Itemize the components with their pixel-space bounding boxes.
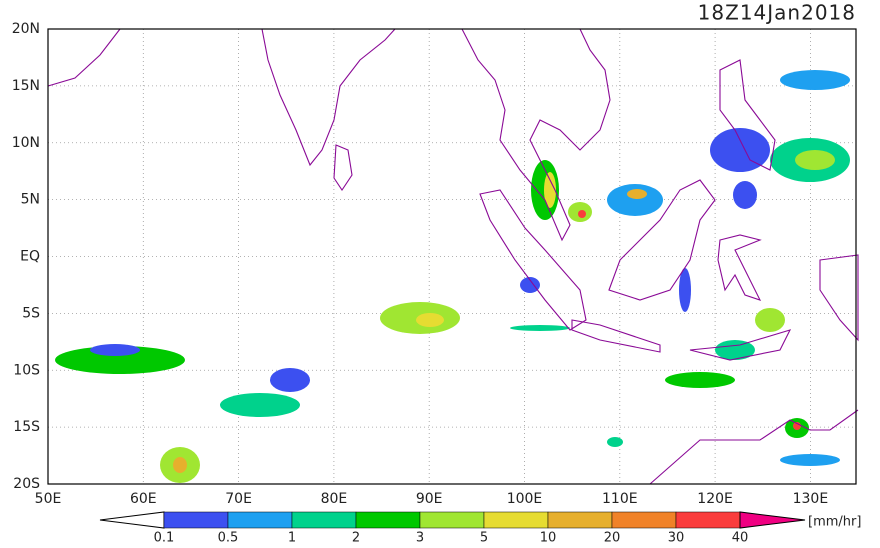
rain-cell (220, 393, 300, 417)
colorbar-label: 0.5 (218, 531, 239, 545)
rain-cell (270, 368, 310, 392)
colorbar-box (675, 511, 741, 529)
colorbar-unit: [mm/hr] (808, 515, 861, 530)
lon-label: 70E (225, 491, 252, 507)
rain-cell (627, 189, 647, 199)
lon-label: 130E (793, 491, 829, 507)
colorbar: 0.1 0.5 1 2 3 5 10 20 30 40 [mm/hr] (99, 511, 861, 546)
colorbar-label: 10 (540, 531, 557, 545)
lon-label: 60E (130, 491, 157, 507)
lon-label: 80E (321, 491, 348, 507)
rain-field (55, 70, 850, 483)
lat-label: 5S (22, 305, 40, 321)
coastline (571, 319, 661, 353)
lon-label: 90E (416, 491, 443, 507)
colorbar-box (227, 511, 293, 529)
lat-label: 5N (21, 192, 40, 208)
map-title: 18Z14Jan2018 (698, 1, 856, 25)
rain-cell (510, 325, 570, 331)
coastline (689, 329, 792, 361)
rain-cell (173, 457, 187, 473)
lat-label: 15N (12, 78, 40, 94)
colorbar-low (99, 511, 165, 529)
lon-label: 110E (602, 491, 638, 507)
colorbar-label: 0.1 (154, 531, 175, 545)
colorbar-high (739, 511, 806, 529)
colorbar-label: 20 (604, 531, 621, 545)
grid (48, 29, 856, 484)
coastline (47, 28, 121, 87)
rain-cell (795, 150, 835, 170)
rain-cell (733, 181, 757, 209)
coastline (819, 254, 859, 342)
rain-cell (607, 437, 623, 447)
lon-label: 50E (35, 491, 62, 507)
lat-label: 10N (12, 135, 40, 151)
rain-cell (780, 70, 850, 90)
colorbar-label: 2 (352, 531, 360, 545)
rain-cell (520, 277, 540, 293)
colorbar-box (291, 511, 357, 529)
coastline (649, 409, 859, 485)
colorbar-box (483, 511, 549, 529)
coastline (717, 234, 762, 301)
rain-cell (780, 454, 840, 466)
lat-label: EQ (20, 249, 40, 265)
rain-cell (544, 172, 556, 208)
rain-cell (90, 344, 140, 356)
coastline (461, 28, 611, 242)
coastline (479, 189, 587, 331)
rain-cell (715, 340, 755, 360)
colorbar-label: 1 (288, 531, 296, 545)
colorbar-box (355, 511, 421, 529)
lat-label: 20N (12, 21, 40, 37)
rain-cell (679, 268, 691, 312)
rain-cell (665, 372, 735, 388)
colorbar-label: 30 (668, 531, 685, 545)
coastline (333, 144, 353, 191)
coastline (719, 59, 776, 171)
colorbar-label: 3 (416, 531, 424, 545)
rain-cell (607, 184, 663, 216)
rain-cell (578, 210, 586, 218)
coastline (608, 179, 716, 301)
rain-cell (710, 128, 770, 172)
rain-cell (55, 346, 185, 374)
colorbar-box (419, 511, 485, 529)
colorbar-label: 5 (480, 531, 488, 545)
colorbar-box (163, 511, 229, 529)
lon-label: 100E (507, 491, 543, 507)
colorbar-label: 40 (732, 531, 749, 545)
coastline (261, 28, 396, 167)
colorbar-box (611, 511, 677, 529)
colorbar-box (547, 511, 613, 529)
rain-cell (755, 308, 785, 332)
lat-label: 20S (13, 476, 40, 492)
lat-label: 10S (13, 362, 40, 378)
lon-label: 120E (697, 491, 733, 507)
coastlines (47, 28, 859, 485)
rain-cell (416, 313, 444, 327)
lat-label: 15S (13, 419, 40, 435)
map-frame (47, 28, 857, 485)
